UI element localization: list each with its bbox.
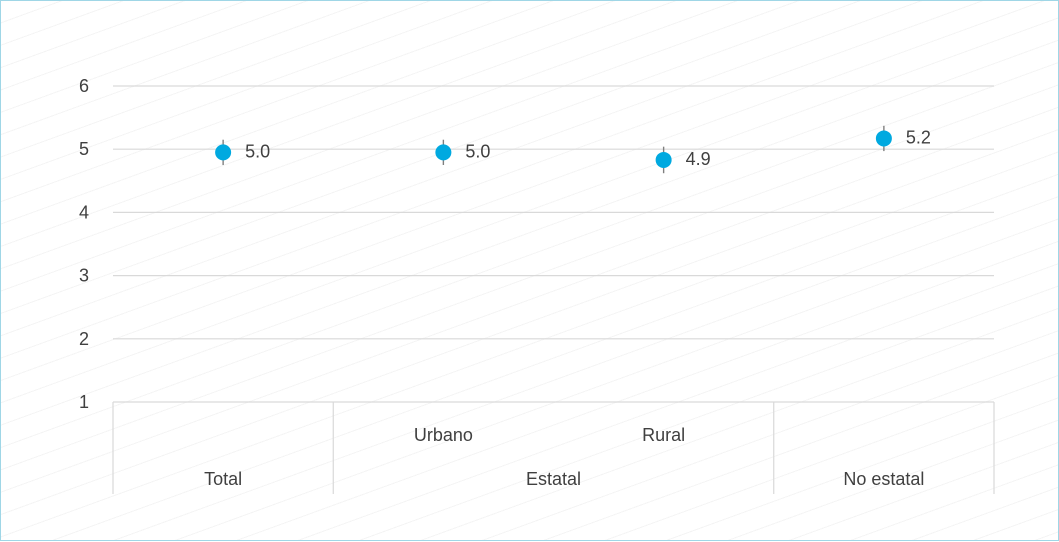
y-tick-label: 2 [79,329,89,349]
x-group-label: Total [204,469,242,489]
data-label: 5.0 [245,141,270,161]
data-point [875,130,892,147]
data-label: 5.0 [465,141,490,161]
data-point [655,151,672,168]
x-group-label: Estatal [526,469,581,489]
data-point [435,144,452,161]
y-tick-label: 6 [79,76,89,96]
data-label: 5.2 [906,127,931,147]
y-tick-label: 3 [79,266,89,286]
y-tick-label: 1 [79,392,89,412]
x-group-label: No estatal [843,469,924,489]
x-subcategory-label: Urbano [414,425,473,445]
data-label: 4.9 [686,149,711,169]
data-point [215,144,232,161]
x-subcategory-label: Rural [642,425,685,445]
y-tick-label: 4 [79,202,89,222]
y-tick-label: 5 [79,139,89,159]
